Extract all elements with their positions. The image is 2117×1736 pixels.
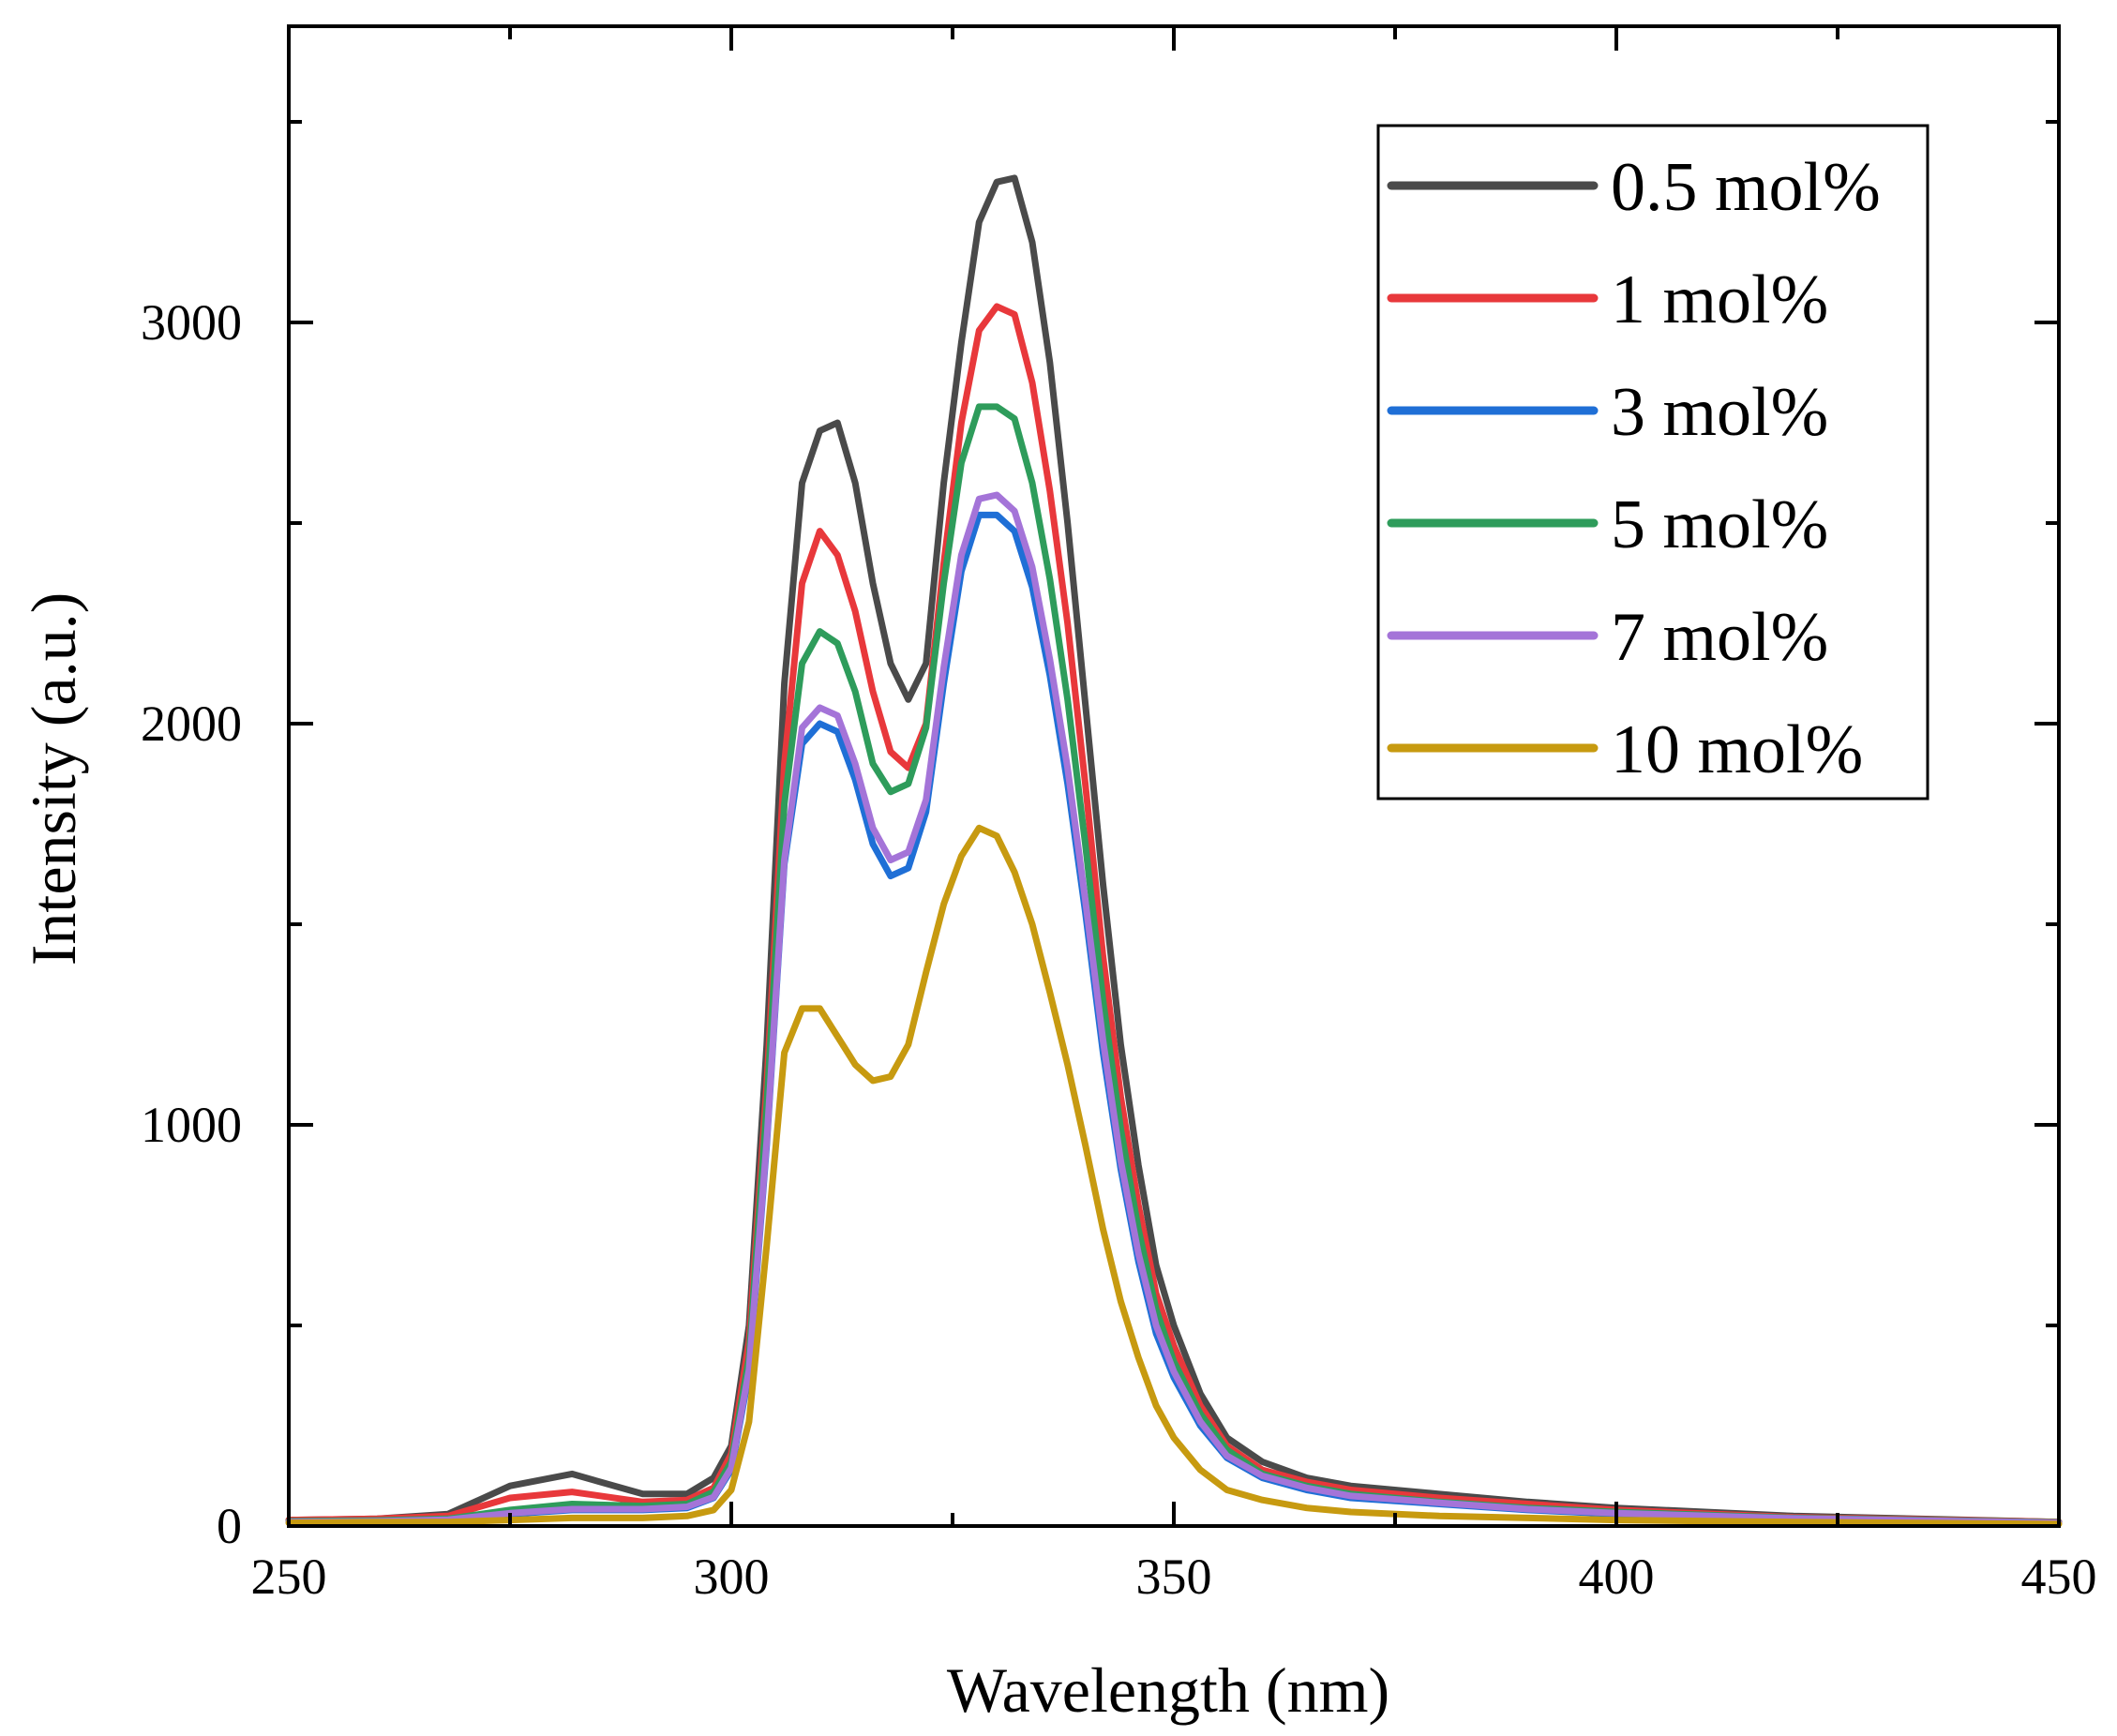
x-axis-title: Wavelength (nm): [947, 1654, 1389, 1726]
y-tick-label: 2000: [141, 696, 242, 752]
x-tick-label: 350: [1136, 1549, 1212, 1605]
legend-label-2: 3 mol%: [1611, 374, 1828, 451]
legend: 0.5 mol% 1 mol% 3 mol% 5 mol% 7 mol% 10 mol%: [1376, 124, 1929, 801]
legend-box: [1376, 124, 1929, 801]
x-tick-label: 250: [251, 1549, 327, 1605]
x-tick-label: 400: [1579, 1549, 1655, 1605]
legend-label-4: 7 mol%: [1611, 599, 1828, 676]
legend-label-0: 0.5 mol%: [1611, 149, 1881, 226]
legend-label-5: 10 mol%: [1611, 711, 1863, 788]
x-tick-label: 300: [694, 1549, 770, 1605]
series-line-4: [285, 491, 2063, 1527]
y-tick-label: 3000: [141, 294, 242, 351]
axes-layer: 250 300 350 400 450 0 1000 2000 3000: [141, 24, 2097, 1605]
x-tick-label: 450: [2021, 1549, 2097, 1605]
y-axis-title: Intensity (a.u.): [18, 592, 89, 965]
series-layer: [285, 174, 2063, 1528]
y-tick-label: 0: [217, 1498, 242, 1554]
legend-label-1: 1 mol%: [1611, 262, 1828, 338]
series-line-0: [285, 174, 2063, 1526]
y-tick-label: 1000: [141, 1097, 242, 1153]
legend-label-3: 5 mol%: [1611, 486, 1828, 563]
series-line-5: [285, 824, 2063, 1528]
